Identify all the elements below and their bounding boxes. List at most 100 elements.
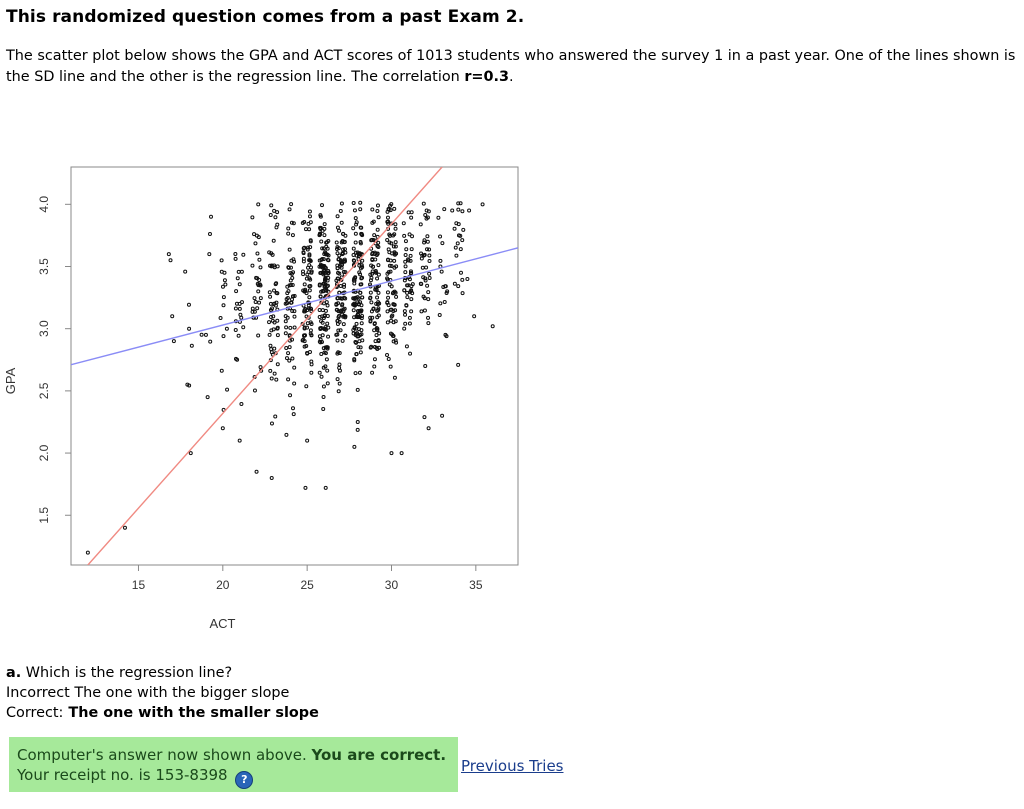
data-point [256,202,261,207]
data-point [325,303,330,308]
y-tick-label: 1.5 [37,507,51,524]
data-point [352,358,357,363]
data-point [372,364,377,369]
data-point [352,296,357,301]
data-point [458,247,463,252]
data-point [233,306,238,311]
data-point [459,270,464,275]
data-point [355,308,360,313]
data-point [270,306,275,311]
data-point [269,328,274,333]
previous-tries-link[interactable]: Previous Tries [461,757,564,775]
data-point [285,301,290,306]
data-point [183,269,188,274]
data-point [353,216,358,221]
page-title: This randomized question comes from a pa… [6,7,525,27]
data-point [343,270,348,275]
incorrect-prefix: Incorrect [6,685,70,701]
data-point [456,362,461,367]
data-point [269,376,274,381]
data-point [317,282,322,287]
data-point [374,287,379,292]
data-point [319,289,324,294]
data-point [388,307,393,312]
data-point [257,257,262,262]
data-point [402,278,407,283]
data-point [442,300,447,305]
data-point [220,284,225,289]
data-point [427,271,432,276]
data-point [269,475,274,480]
data-point [342,282,347,287]
data-point [341,322,346,327]
data-point [292,365,297,370]
data-point [454,253,459,258]
correct-answer: The one with the smaller slope [63,705,319,721]
data-point [254,469,259,474]
data-point [385,209,390,214]
data-point [368,318,373,323]
data-point [419,309,424,314]
data-point [426,321,431,326]
data-point [302,245,307,250]
data-point [302,326,307,331]
data-point [335,338,340,343]
data-point [319,239,324,244]
data-point [450,208,455,213]
data-point [325,381,330,386]
data-point [357,315,362,320]
data-point [359,321,364,326]
data-point [368,278,373,283]
data-point [233,251,238,256]
data-point [340,302,345,307]
data-point [393,222,398,227]
data-point [321,272,326,277]
question-mark-icon[interactable]: ? [235,771,254,789]
data-point [342,284,347,289]
data-point [221,303,226,308]
data-point [406,258,411,263]
incorrect-line: Incorrect The one with the bigger slope [6,683,319,703]
data-point [452,226,457,231]
data-point [376,339,381,344]
data-point [258,296,263,301]
data-point [286,289,291,294]
data-point [301,250,306,255]
data-point [235,276,240,281]
data-point [300,321,305,326]
data-point [391,339,396,344]
data-point [392,375,397,380]
data-point [209,214,214,219]
data-point [372,345,377,350]
data-point [370,207,375,212]
x-tick-label: 35 [469,578,483,592]
data-point [403,252,408,257]
regression-line [71,247,518,366]
data-point [358,282,363,287]
data-point [372,252,377,257]
data-point [440,241,445,246]
data-point [188,451,193,456]
data-point [458,201,463,206]
data-point [353,240,358,245]
data-point [186,302,191,307]
data-point [376,306,381,311]
data-point [422,308,427,313]
data-point [375,347,380,352]
data-point [307,227,312,232]
data-point [424,216,429,221]
data-point [250,263,255,268]
data-point [325,368,330,373]
data-point [287,358,292,363]
data-point [307,253,312,258]
data-point [351,200,356,205]
data-point [370,370,375,375]
data-point [389,318,394,323]
scatter-plot: 15 20 25 30 35 1.5 2.0 2.5 3.0 3.5 4.0 ACT GPA [0,150,540,640]
data-point [302,219,307,224]
data-point [325,321,330,326]
data-point [285,284,290,289]
data-point [269,203,274,208]
data-point [439,269,444,274]
data-point [324,300,329,305]
